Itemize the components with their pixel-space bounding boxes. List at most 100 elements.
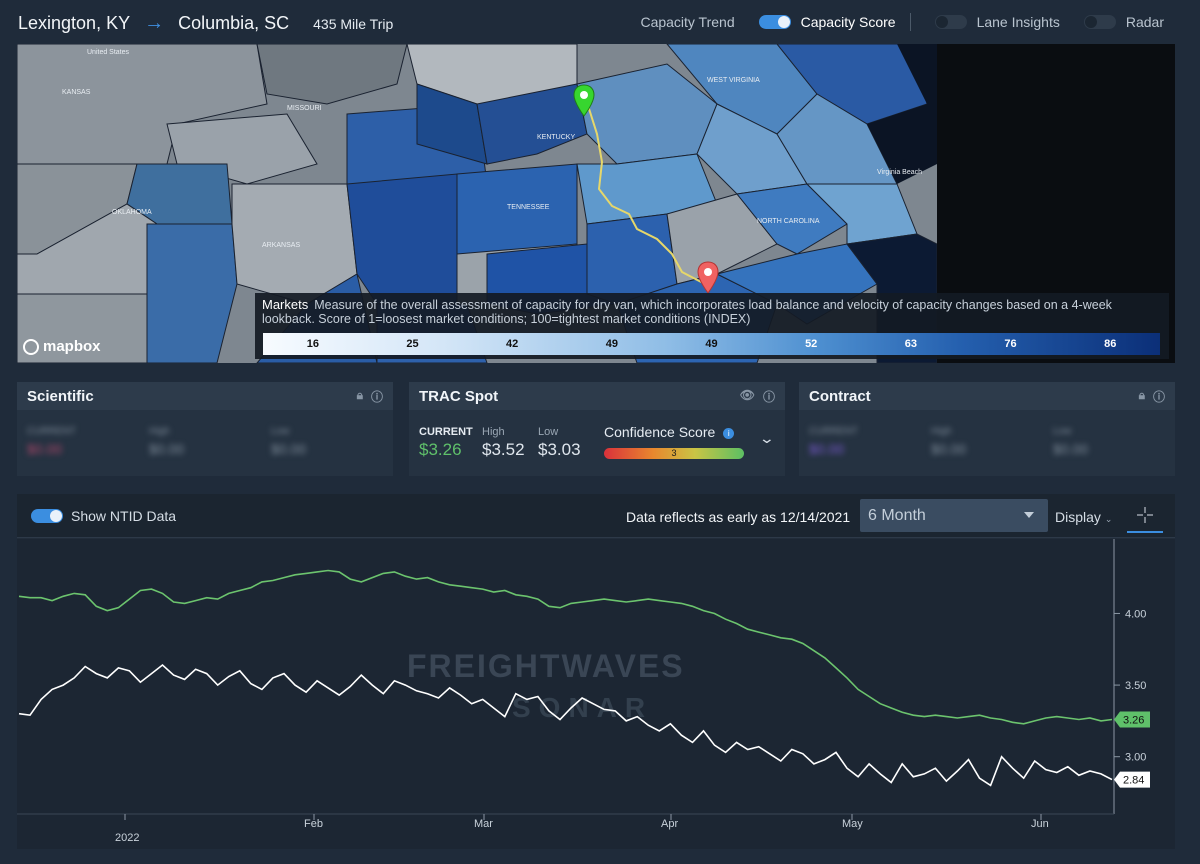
origin-pin-icon[interactable] xyxy=(573,84,595,118)
map-label: ARKANSAS xyxy=(262,242,300,249)
ntid-rate-line xyxy=(18,663,1113,787)
chevron-down-icon[interactable]: ⌄ xyxy=(758,430,776,446)
legend-title: Markets xyxy=(262,297,309,312)
map-label: WEST VIRGINIA xyxy=(707,77,760,84)
eye-icon[interactable]: 👁︎ xyxy=(739,387,755,402)
mapbox-icon xyxy=(23,338,39,355)
rate-chart-panel: Show NTID Data Data reflects as early as… xyxy=(17,494,1175,849)
map-label: NORTH CAROLINA xyxy=(757,218,820,225)
scale-value: 49 xyxy=(605,338,618,350)
crosshair-button[interactable] xyxy=(1127,499,1163,533)
last-value-badge xyxy=(1114,711,1150,728)
lane-header: Lexington, KY → Columbia, SC 435 Mile Tr… xyxy=(0,0,1200,44)
x-tick-label: Feb xyxy=(304,818,323,830)
contract-title: Contract xyxy=(809,387,871,405)
scientific-high: High $0.00 xyxy=(149,426,185,457)
capacity-map[interactable]: United States KANSAS MISSOURI TENNESSEE ARKA… xyxy=(17,44,1175,363)
destination-label: Columbia, SC xyxy=(178,13,290,33)
scale-value: 16 xyxy=(306,338,319,350)
confidence-score-bar: 3 xyxy=(604,448,744,459)
spot-rate-line xyxy=(18,569,1113,725)
map-label: KANSAS xyxy=(62,89,91,96)
scientific-low: Low $0.00 xyxy=(271,426,307,457)
contract-values: CURRENT $0.00 High $0.00 Low $0.00 xyxy=(799,410,1175,457)
map-label: MISSOURI xyxy=(287,105,322,112)
lock-icon[interactable]: 🔒︎ xyxy=(356,387,363,402)
map-label: KENTUCKY xyxy=(537,134,575,141)
chart-background xyxy=(17,539,1175,849)
radar-label: Radar xyxy=(1125,14,1164,30)
last-value-label: 3.26 xyxy=(1123,714,1144,726)
x-tick-label: Apr xyxy=(661,818,678,830)
y-tick-label: 4.00 xyxy=(1125,608,1146,620)
y-tick-label: 3.50 xyxy=(1125,680,1146,692)
last-value-label: 2.84 xyxy=(1123,775,1144,787)
capacity-trend-label: Capacity Trend xyxy=(640,14,735,30)
contract-low: Low $0.00 xyxy=(1053,426,1089,457)
chart-toolbar: Show NTID Data Data reflects as early as… xyxy=(17,494,1175,538)
x-tick-label: Jun xyxy=(1031,818,1049,830)
x-tick-label: Mar xyxy=(474,818,493,830)
lock-icon[interactable]: 🔒︎ xyxy=(1138,387,1145,402)
scientific-current: CURRENT $0.00 xyxy=(27,426,76,457)
divider xyxy=(909,13,911,31)
ntid-toggle[interactable] xyxy=(31,509,63,523)
high-label: High xyxy=(482,426,505,438)
trac-spot-values: CURRENT $3.26 High $3.52 Low $3.03 Confi… xyxy=(419,424,789,466)
contract-current: CURRENT $0.00 xyxy=(809,426,858,457)
map-label: OKLAHOMA xyxy=(112,209,152,216)
x-tick-label: 2022 xyxy=(115,832,139,844)
legend-description: Markets Measure of the overall assessment… xyxy=(262,297,1152,327)
info-icon[interactable]: ⓘ xyxy=(1152,389,1165,404)
current-label: CURRENT xyxy=(419,426,473,438)
contract-high: High $0.00 xyxy=(931,426,967,457)
contract-card: Contract 🔒︎ ⓘ CURRENT $0.00 High $0.00 Low $… xyxy=(799,382,1175,476)
current-value: $3.26 xyxy=(419,440,462,459)
lane-insights-toggle[interactable] xyxy=(934,15,967,29)
scale-value: 52 xyxy=(805,338,818,350)
ntid-label: Show NTID Data xyxy=(71,508,177,524)
chevron-down-icon: ⌄ xyxy=(1104,514,1113,524)
trac-spot-title: TRAC Spot xyxy=(419,387,499,405)
trip-distance: 435 Mile Trip xyxy=(313,15,394,32)
scientific-header: Scientific 🔒︎ ⓘ xyxy=(17,382,393,410)
last-value-badge xyxy=(1114,771,1150,788)
capacity-score-label[interactable]: Capacity Score xyxy=(800,14,896,30)
data-as-of: Data reflects as early as 12/14/2021 xyxy=(626,509,851,525)
arrow-right-icon: → xyxy=(144,12,165,34)
time-range-value: 6 Month xyxy=(868,507,926,524)
low-value: $3.03 xyxy=(538,440,581,459)
scientific-card: Scientific 🔒︎ ⓘ CURRENT $0.00 High $0.00 Lo… xyxy=(17,382,393,476)
view-toggles: Capacity Trend Capacity Score Lane Insig… xyxy=(640,13,1164,31)
y-tick-label: 3.00 xyxy=(1125,752,1146,764)
watermark-freightwaves: FREIGHTWAVES xyxy=(407,648,685,684)
capacity-trend-toggle[interactable] xyxy=(758,15,791,29)
map-label: United States xyxy=(87,49,130,56)
time-range-select[interactable]: 6 Month xyxy=(860,499,1048,532)
low-label: Low xyxy=(538,426,559,438)
info-icon[interactable]: i xyxy=(723,428,735,439)
mapbox-logo[interactable]: mapbox xyxy=(23,338,101,355)
map-legend: Markets Measure of the overall assessment… xyxy=(255,293,1169,359)
legend-text: Measure of the overall assessment of cap… xyxy=(262,298,1112,326)
crosshair-icon xyxy=(1137,507,1153,523)
route-title: Lexington, KY → Columbia, SC 435 Mile Tr… xyxy=(18,12,393,35)
caret-down-icon xyxy=(1024,512,1034,518)
info-icon[interactable]: ⓘ xyxy=(762,389,775,404)
display-menu[interactable]: Display ⌄ xyxy=(1055,509,1113,525)
scientific-title: Scientific xyxy=(27,387,94,405)
info-icon[interactable]: ⓘ xyxy=(370,389,383,404)
scale-value: 49 xyxy=(705,338,718,350)
scale-value: 76 xyxy=(1004,338,1017,350)
ntid-toggle-group: Show NTID Data xyxy=(31,508,176,524)
contract-header: Contract 🔒︎ ⓘ xyxy=(799,382,1175,410)
destination-pin-icon[interactable] xyxy=(697,261,719,295)
legend-scale: 16 25 42 49 49 52 63 76 86 xyxy=(263,333,1160,355)
mapbox-wordmark: mapbox xyxy=(43,338,101,355)
radar-toggle[interactable] xyxy=(1083,15,1116,29)
confidence-score-label: Confidence Score i xyxy=(604,424,735,440)
scale-value: 86 xyxy=(1104,338,1117,350)
scientific-values: CURRENT $0.00 High $0.00 Low $0.00 xyxy=(17,410,393,457)
trac-spot-card: TRAC Spot 👁︎ ⓘ CURRENT $3.26 High $3.52 L… xyxy=(409,382,785,476)
